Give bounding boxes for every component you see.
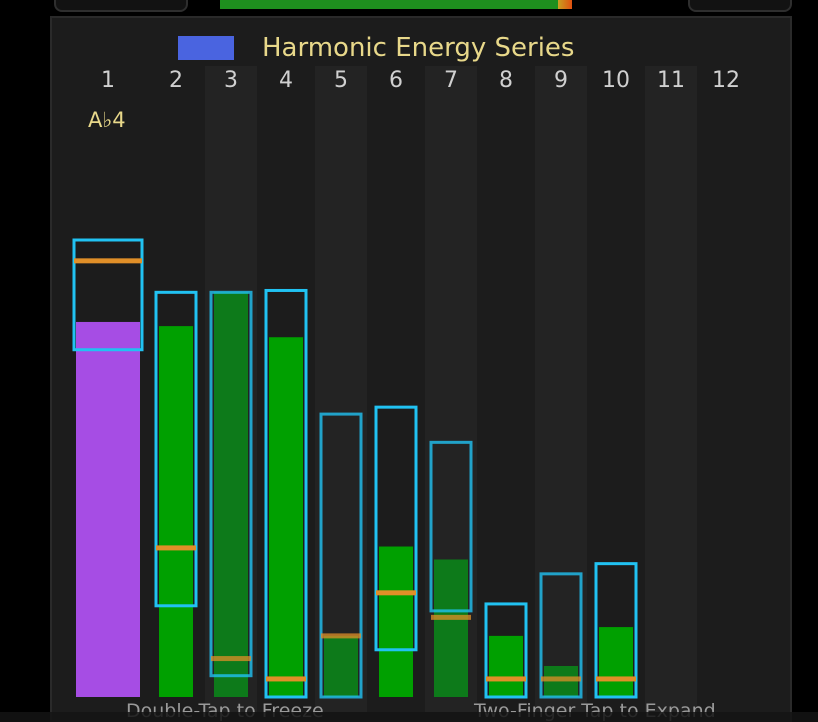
range-box-5 <box>319 412 363 699</box>
harmonic-tick-9: 9 <box>554 68 568 93</box>
harmonic-tick-6: 6 <box>389 68 403 93</box>
harmonic-tick-3: 3 <box>224 68 238 93</box>
peak-marker-10 <box>596 676 636 682</box>
column-band-9 <box>535 66 587 712</box>
top-left-button[interactable] <box>54 0 188 12</box>
bottom-bar <box>0 712 818 722</box>
bar-harmonic-2 <box>159 326 193 697</box>
peak-marker-7 <box>431 614 471 620</box>
peak-marker-8 <box>486 676 526 682</box>
harmonic-tick-12: 12 <box>712 68 740 93</box>
legend-swatch <box>178 36 234 60</box>
range-box-8 <box>484 602 528 699</box>
peak-marker-3 <box>211 656 251 662</box>
range-box-1 <box>72 238 144 352</box>
harmonic-tick-2: 2 <box>169 68 183 93</box>
peak-marker-5 <box>321 633 361 639</box>
range-box-2 <box>154 290 198 608</box>
range-box-6 <box>374 405 418 652</box>
bar-harmonic-6 <box>379 546 413 697</box>
column-band-5 <box>315 66 367 712</box>
bar-harmonic-9 <box>544 665 578 697</box>
harmonic-tick-11: 11 <box>657 68 685 93</box>
peak-marker-1 <box>74 258 142 264</box>
bar-harmonic-10 <box>599 627 633 697</box>
range-box-4 <box>264 288 308 699</box>
range-box-9 <box>539 572 583 699</box>
bar-harmonic-1 <box>76 321 140 697</box>
column-band-11 <box>645 66 697 712</box>
bar-harmonic-4 <box>269 337 303 697</box>
harmonic-tick-7: 7 <box>444 68 458 93</box>
peak-marker-6 <box>376 590 416 596</box>
harmonic-tick-1: 1 <box>101 68 115 93</box>
harmonic-tick-5: 5 <box>334 68 348 93</box>
harmonic-tick-8: 8 <box>499 68 513 93</box>
input-level-meter <box>220 0 572 9</box>
peak-marker-9 <box>541 676 581 682</box>
range-box-7 <box>429 440 473 613</box>
peak-marker-4 <box>266 676 306 682</box>
bar-harmonic-3 <box>214 291 248 697</box>
bar-harmonic-8 <box>489 635 523 697</box>
harmonic-tick-10: 10 <box>602 68 630 93</box>
range-box-3 <box>209 290 253 678</box>
bar-harmonic-7 <box>434 559 468 697</box>
peak-marker-2 <box>156 545 196 551</box>
harmonic-tick-4: 4 <box>279 68 293 93</box>
range-box-10 <box>594 562 638 699</box>
top-right-button[interactable] <box>688 0 792 12</box>
chart-title: Harmonic Energy Series <box>262 33 575 63</box>
note-label: A♭4 <box>88 108 126 132</box>
bar-harmonic-5 <box>324 635 358 697</box>
level-meter-peak <box>558 0 572 9</box>
